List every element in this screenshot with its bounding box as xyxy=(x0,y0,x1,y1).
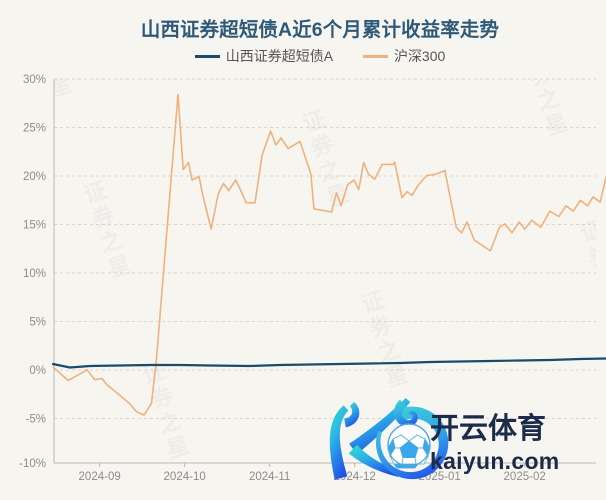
svg-text:-5%: -5% xyxy=(26,414,46,426)
svg-text:-10%: -10% xyxy=(19,458,46,470)
svg-text:开云体育: 开云体育 xyxy=(430,411,546,445)
svg-text:kaiyun.com: kaiyun.com xyxy=(430,448,560,474)
svg-text:5%: 5% xyxy=(29,317,46,329)
svg-text:10%: 10% xyxy=(23,268,46,280)
svg-text:0%: 0% xyxy=(29,365,46,377)
svg-text:2024-10: 2024-10 xyxy=(164,471,206,483)
svg-text:2024-11: 2024-11 xyxy=(249,471,290,483)
svg-text:15%: 15% xyxy=(23,220,46,232)
svg-text:30%: 30% xyxy=(23,74,46,86)
svg-text:20%: 20% xyxy=(23,171,46,183)
svg-text:2024-09: 2024-09 xyxy=(79,471,121,483)
svg-text:25%: 25% xyxy=(23,123,46,135)
